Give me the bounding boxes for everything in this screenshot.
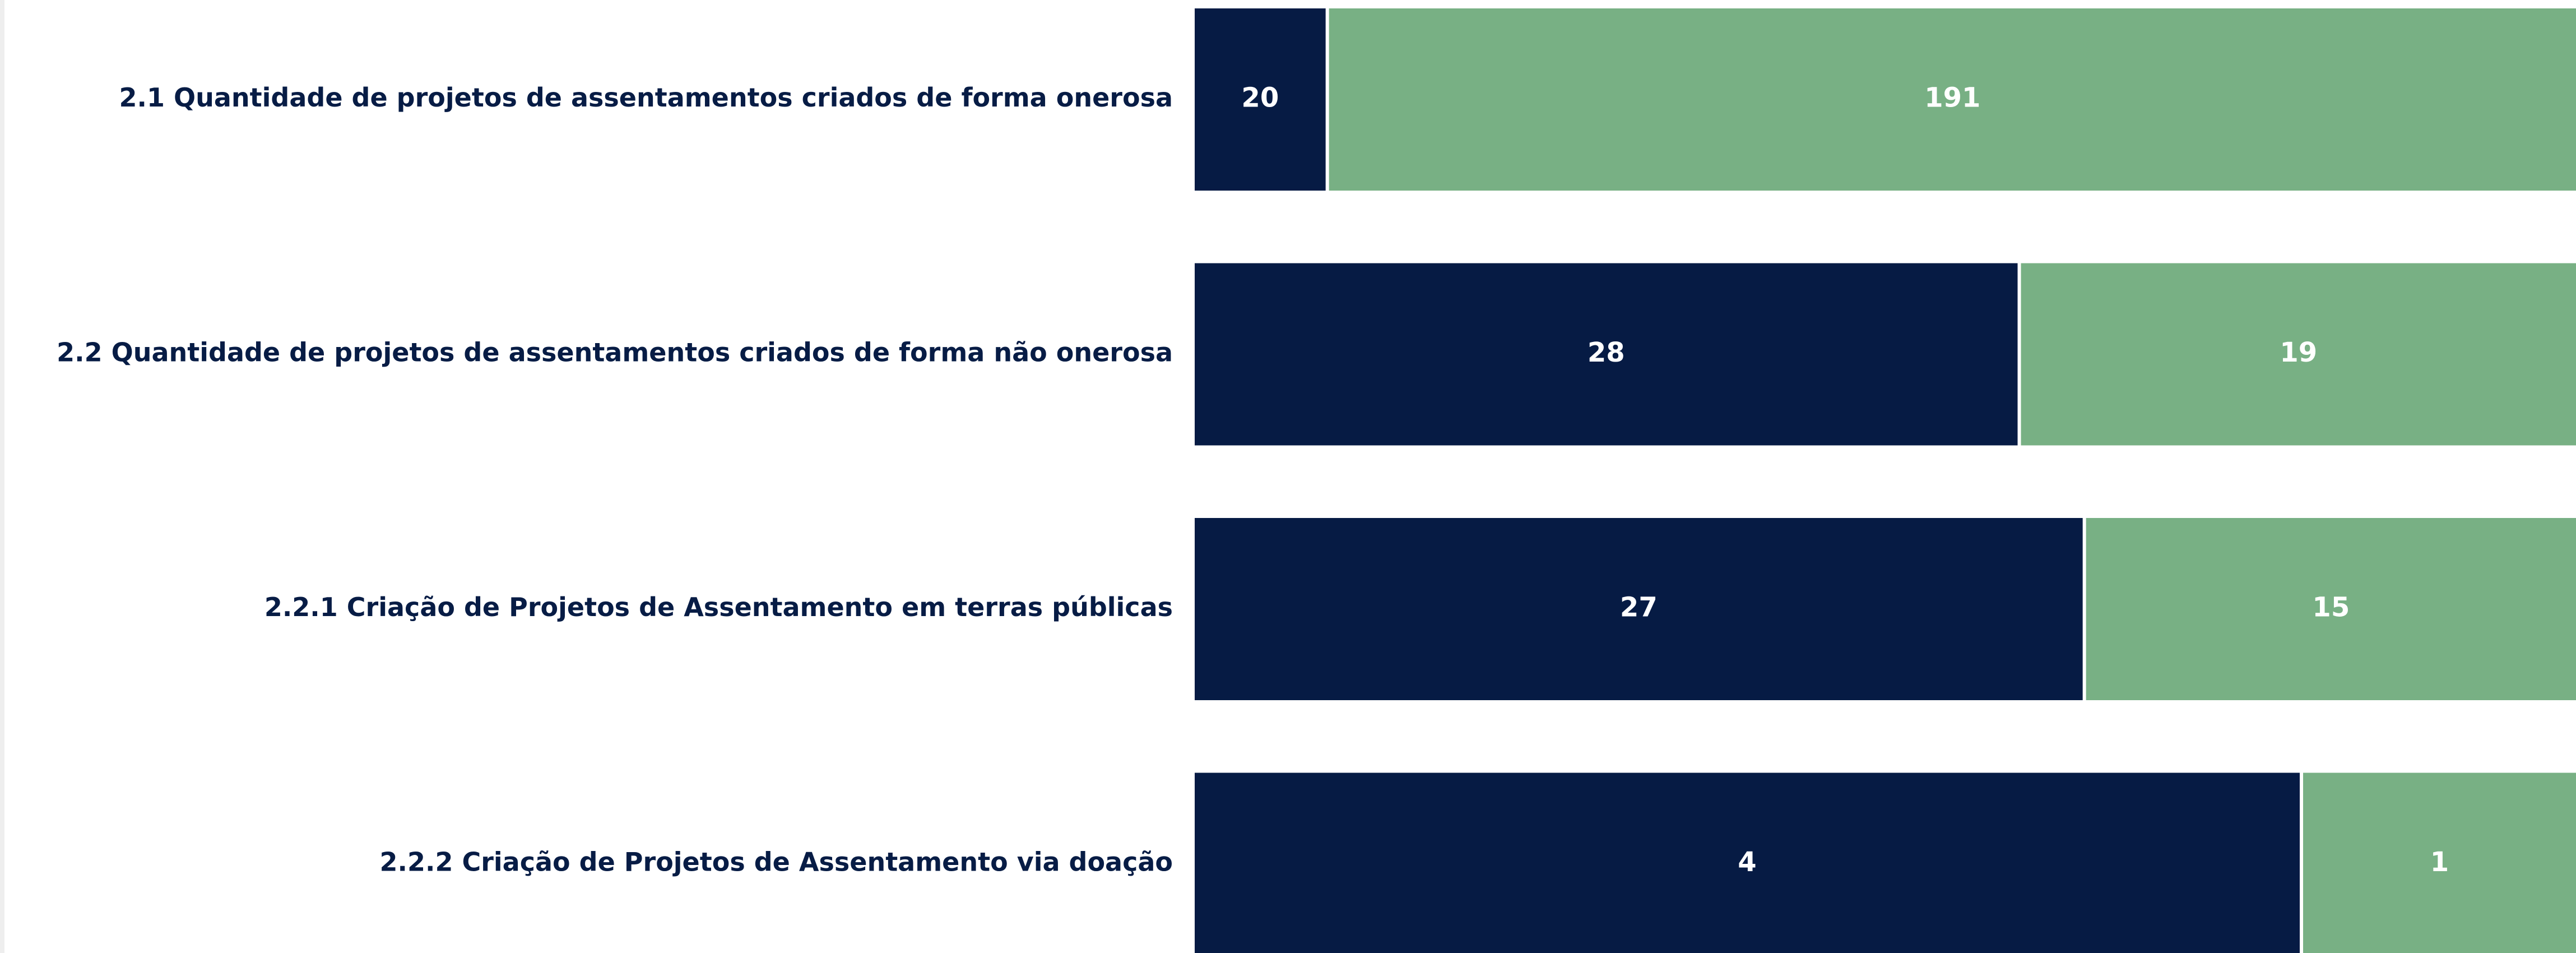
bar-segment	[1329, 8, 2576, 191]
value-label: 20	[1241, 82, 1279, 114]
value-label: 27	[1620, 592, 1658, 623]
bar-segment	[1195, 518, 2083, 700]
category-label: 2.2 Quantidade de projetos de assentamen…	[57, 337, 1173, 368]
bar-segment	[1195, 263, 2018, 446]
bar-segment	[2303, 772, 2576, 953]
value-label: 1	[2430, 846, 2449, 878]
bar-segment	[2021, 263, 2576, 446]
category-label: 2.1 Quantidade de projetos de assentamen…	[119, 82, 1173, 113]
bar-segment	[1195, 772, 2300, 953]
value-label: 19	[2280, 337, 2317, 368]
value-label: 4	[1738, 846, 1756, 878]
left-border	[0, 0, 4, 953]
value-label: 28	[1588, 337, 1625, 368]
bar-segment	[1195, 8, 1326, 191]
value-label: 191	[1924, 82, 1980, 114]
category-label: 2.2.2 Criação de Projetos de Assentament…	[379, 847, 1173, 877]
category-label: 2.2.1 Criação de Projetos de Assentament…	[264, 592, 1173, 622]
bar-segment	[2086, 518, 2576, 700]
value-label: 15	[2312, 592, 2350, 623]
